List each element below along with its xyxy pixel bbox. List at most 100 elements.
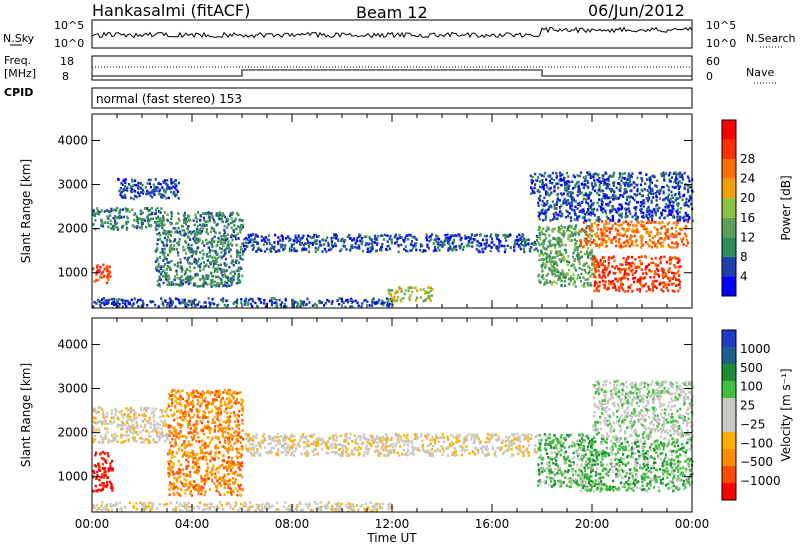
power-ytick: 1000 [57,266,88,280]
velocity-cbar-swatch [722,432,736,449]
freq-panel: Freq. [MHz] 18 8 60 0 Nave CPID [4,54,776,99]
power-ytick: 3000 [57,178,88,192]
power-cbar-swatch [722,139,736,160]
power-cbar-swatch [722,198,736,218]
nave-label: Nave [746,66,774,79]
time-tick: 00:00 [75,517,110,531]
date-title: 06/Jun/2012 [588,1,685,20]
power-region-4 [242,233,539,254]
velocity-cbar-swatch [722,364,736,381]
power-cbar-swatch [722,256,736,277]
time-tick: 04:00 [175,517,210,531]
cpid-panel: normal (fast stereo) 153 [91,87,693,109]
velocity-region-4 [92,501,394,513]
velocity-ytick: 3000 [57,382,88,396]
power-cbar-swatch [722,159,736,179]
velocity-cbar-swatch [722,466,736,483]
time-tick: 00:00 [675,517,710,531]
velocity-cbar-tick: −100 [740,436,773,450]
power-cbar-tick: 28 [740,152,755,166]
power-ylabel: Slant Range [km] [19,159,33,263]
cpid-label: CPID [4,86,33,99]
power-cbar-tick: 20 [740,191,755,205]
time-axis: 00:00 04:00 08:00 12:00 16:00 20:00 00:00 Time … [75,517,710,545]
station-title: Hankasalmi (fitACF) [92,1,250,20]
velocity-cbar-swatch [722,381,736,398]
power-cbar-tick: 12 [740,230,755,244]
velocity-cbar-swatch [722,449,736,466]
velocity-region-2 [167,388,245,497]
power-cbar-tick: 4 [740,269,748,283]
noise-tick-right-lo: 10^0 [706,37,736,50]
velocity-ytick: 4000 [57,337,88,351]
power-ytick: 2000 [57,222,88,236]
nsearch-label: N.Search [746,32,796,45]
power-cbar-swatch [722,237,736,257]
power-region-11 [537,193,694,223]
power-region-1 [92,206,165,231]
velocity-cbar-tick: −500 [740,455,773,469]
velocity-cbar-swatch [722,415,736,432]
freq-label-unit: [MHz] [4,67,36,80]
power-cbar-swatch [722,120,736,140]
noise-tick-left-lo: 10^0 [54,37,84,50]
nsky-label: N.Sky [3,32,35,45]
power-cbar-swatch [722,178,736,199]
velocity-region-1 [92,406,169,444]
power-region-2 [117,178,180,201]
nave-step-line [92,69,692,77]
velocity-cbar-tick: 25 [740,399,755,413]
time-tick: 12:00 [375,517,410,531]
noise-tick-right-hi: 10^5 [706,19,736,32]
velocity-region-5 [537,432,594,489]
beam-title: Beam 12 [356,3,428,22]
freq-label: Freq. [4,54,31,67]
velocity-cbar-swatch [722,398,736,415]
power-region-3 [154,211,245,288]
velocity-ytick: 2000 [57,426,88,440]
power-region-0 [92,263,112,285]
noise-tick-left-hi: 10^5 [54,19,84,32]
power-panel: 1000 2000 3000 4000 Slant Range [km] [19,113,695,309]
time-axis-label: Time UT [366,531,417,545]
power-cbar-swatch [722,276,736,296]
power-cells [92,171,695,309]
velocity-cbar-label: Velocity [m s⁻¹] [779,368,793,461]
freq-tick-hi: 18 [60,55,74,68]
nave-tick-lo: 0 [706,70,713,83]
noise-panel: N.Sky 10^5 10^0 10^5 10^0 N.Search [3,19,796,50]
velocity-cbar-tick: 500 [740,361,763,375]
velocity-cells [92,379,695,513]
velocity-panel: 1000 2000 3000 4000 Slant Range [km] [19,317,695,513]
velocity-cbar-tick: −25 [740,417,765,431]
power-colorbar: 4 8 12 16 20 24 28 Power [dB] [721,119,793,297]
nave-tick-hi: 60 [706,55,720,68]
velocity-ylabel: Slant Range [km] [19,363,33,467]
time-tick: 08:00 [275,517,310,531]
cpid-text: normal (fast stereo) 153 [96,92,242,106]
time-tick: 20:00 [575,517,610,531]
power-cbar-tick: 24 [740,172,755,186]
velocity-region-0 [92,450,114,493]
power-region-8 [579,219,690,249]
velocity-cbar-tick: 100 [740,380,763,394]
time-tick: 16:00 [475,517,510,531]
velocity-ytick: 1000 [57,470,88,484]
power-region-10 [529,171,695,196]
power-cbar-swatch [722,217,736,238]
velocity-cbar-swatch [722,483,736,500]
velocity-cbar-swatch [722,347,736,364]
velocity-cbar-tick: 1000 [740,342,771,356]
power-region-5 [92,297,394,309]
velocity-region-3 [242,432,538,458]
velocity-cbar-swatch [722,330,736,347]
velocity-region-7 [592,379,695,440]
velocity-cbar-tick: −1000 [740,474,781,488]
power-cbar-tick: 16 [740,211,755,225]
power-cbar-tick: 8 [740,250,748,264]
power-region-9 [592,255,682,293]
freq-tick-lo: 8 [62,70,69,83]
power-region-6 [387,286,434,303]
velocity-region-6 [579,437,694,493]
